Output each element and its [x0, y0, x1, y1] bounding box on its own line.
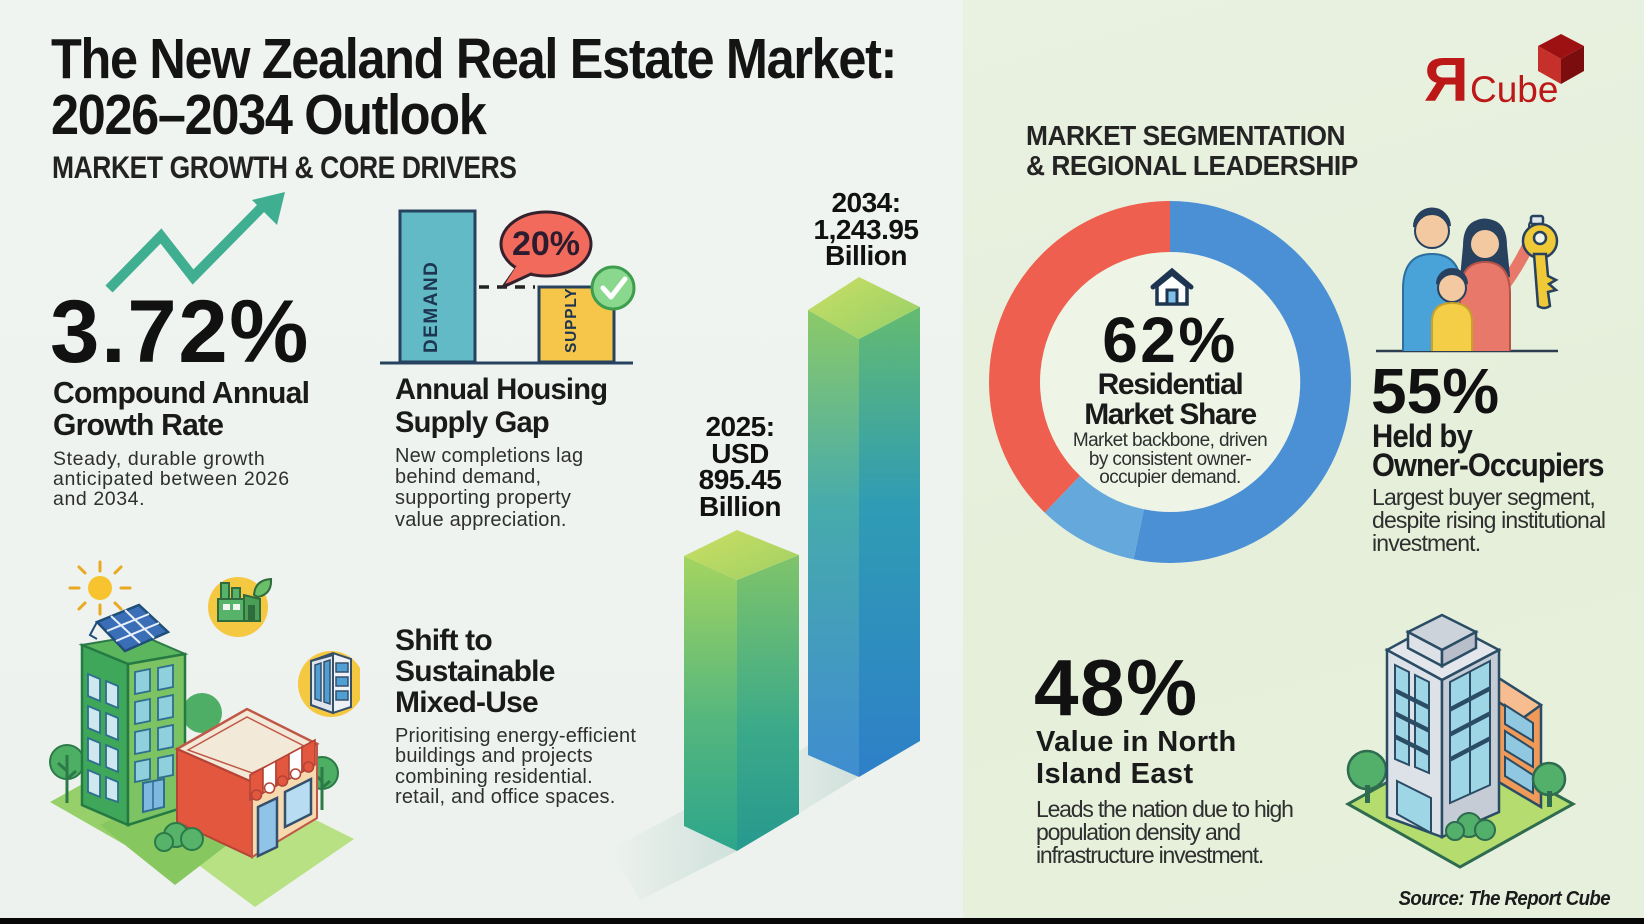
svg-text:SUPPLY: SUPPLY [563, 288, 580, 353]
svg-text:20%: 20% [512, 225, 580, 263]
svg-text:DEMAND: DEMAND [421, 261, 442, 353]
